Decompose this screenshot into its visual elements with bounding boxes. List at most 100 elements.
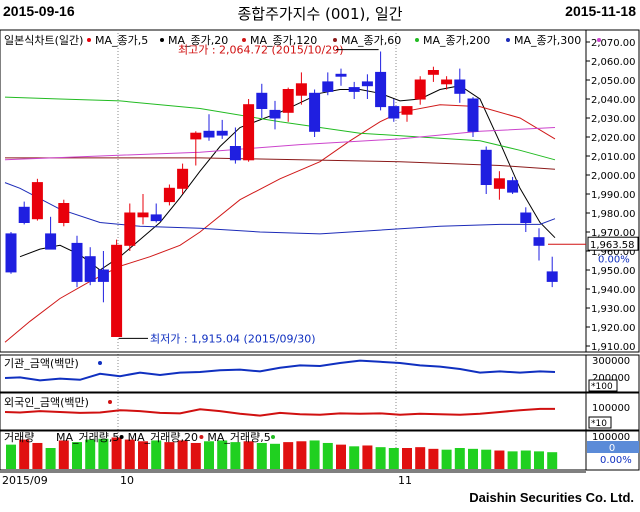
volume-bar: [72, 442, 82, 469]
candle-body: [177, 168, 189, 189]
legend-label: MA_종가,300: [514, 34, 581, 47]
volume-bar: [468, 448, 478, 469]
candle-body: [18, 206, 30, 224]
volume-bar: [151, 440, 162, 469]
ma120-line: [5, 157, 556, 170]
foreign-swatch: [108, 400, 112, 404]
candle-body: [401, 106, 413, 115]
candle-body: [309, 92, 321, 132]
volume-bar: [309, 440, 320, 469]
y-tick-label: 1,950.00: [591, 266, 636, 277]
candle-body: [31, 182, 43, 220]
volume-bar: [138, 441, 148, 469]
candle-body: [150, 214, 162, 222]
candle-body: [533, 237, 545, 246]
volume-bar: [45, 448, 56, 469]
legend-swatch: [242, 38, 246, 42]
candle-body: [454, 79, 466, 94]
y-tick-label: 1,930.00: [591, 304, 636, 315]
volume-value: 0: [609, 443, 615, 454]
volume-bar: [256, 442, 267, 469]
foreign-unit: *10: [591, 419, 607, 429]
candle-body: [58, 203, 70, 223]
inst-line: [4, 359, 556, 382]
candle-body: [97, 269, 109, 282]
inst-tick: 300000: [592, 356, 630, 367]
candle-body: [441, 79, 453, 85]
candle-body: [71, 242, 83, 282]
candle-body: [388, 106, 400, 119]
volume-legend-label: MA_거래량,20: [128, 431, 198, 444]
candle-body: [335, 73, 347, 77]
volume-bar: [322, 442, 333, 469]
candle-body: [124, 212, 136, 246]
inst-title: 기관_금액(백만): [4, 357, 79, 370]
footer-credit: Daishin Securities Co. Ltd.: [469, 490, 634, 505]
y-tick-label: 2,040.00: [591, 95, 636, 106]
high-annotation: 최고가 : 2,064.72 (2015/10/29): [178, 44, 344, 57]
volume-bar: [494, 450, 505, 469]
volume-tick: 100000: [592, 432, 630, 443]
y-tick-label: 2,060.00: [591, 57, 636, 68]
y-tick-label: 1,990.00: [591, 190, 636, 201]
inst-unit: *100: [591, 382, 613, 392]
end-date: 2015-11-18: [565, 3, 636, 19]
legend-swatch: [160, 38, 164, 42]
volume-bar: [19, 439, 30, 469]
volume-legend-swatch: [199, 435, 204, 439]
volume-bar: [6, 444, 16, 469]
volume-bar: [336, 444, 346, 469]
inst-axis-frame: [585, 354, 640, 393]
volume-bar: [534, 451, 544, 469]
foreign-title: 외국인_금액(백만): [4, 396, 89, 409]
y-tick-label: 2,020.00: [591, 133, 636, 144]
volume-bar: [270, 443, 280, 469]
last-price: 1,963.58: [590, 240, 635, 251]
x-label: 11: [398, 474, 412, 487]
volume-bar: [190, 442, 201, 469]
volume-bar: [32, 442, 43, 469]
volume-bar: [441, 449, 452, 469]
volume-legend-swatch: [271, 435, 275, 439]
candle-body: [546, 271, 558, 282]
volume-legend-label: MA_거래량,5: [56, 431, 119, 444]
volume-bar: [177, 440, 188, 469]
candle-body: [229, 146, 241, 161]
foreign-line: [4, 407, 555, 417]
candle-body: [414, 79, 426, 100]
volume-bar: [481, 449, 492, 469]
candle-body: [163, 187, 175, 203]
candle-body: [507, 180, 519, 193]
legend-swatch: [415, 38, 419, 42]
ma200-line: [4, 182, 556, 235]
volume-bar: [375, 447, 386, 469]
candle-body: [427, 70, 439, 75]
legend-swatch: [87, 38, 91, 42]
candle-body: [480, 149, 492, 186]
price-panel-frame: [0, 29, 587, 353]
volume-bar: [402, 448, 412, 469]
price-axis-frame: [585, 29, 640, 353]
legend-label: MA_종가,200: [423, 34, 490, 47]
volume-bar: [124, 439, 135, 469]
foreign-unit-box: [588, 416, 612, 429]
volume-bar: [362, 445, 373, 469]
volume-value-box: [587, 441, 639, 453]
candle-body: [111, 244, 123, 337]
ma300-line: [4, 127, 556, 161]
volume-bar: [349, 446, 360, 469]
y-tick-label: 1,960.00: [591, 247, 636, 258]
y-tick-label: 2,010.00: [591, 152, 636, 163]
chart-title: 종합주가지수 (001), 일간: [237, 5, 403, 23]
legend-label: 일본식차트(일간): [4, 33, 83, 47]
volume-bar: [520, 450, 531, 469]
volume-bar: [217, 440, 228, 469]
x-label: 10: [120, 474, 134, 487]
candle-body: [493, 178, 505, 189]
y-tick-label: 1,980.00: [591, 209, 636, 220]
y-tick-label: 2,000.00: [591, 171, 636, 182]
inst-swatch: [98, 361, 102, 365]
candle-body: [269, 109, 281, 119]
legend-swatch: [597, 38, 601, 42]
